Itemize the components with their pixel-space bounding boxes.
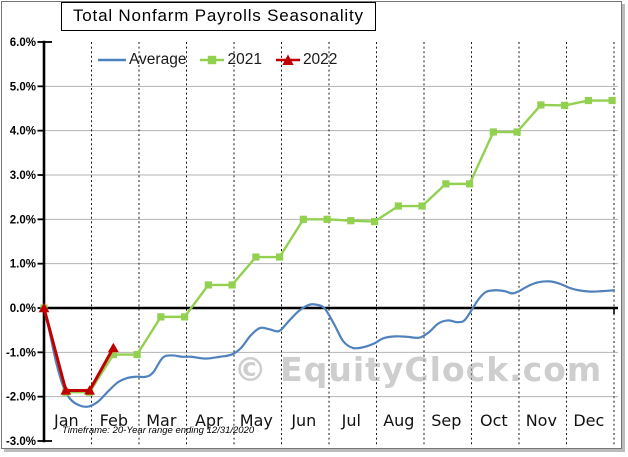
x-tick-label: Jan	[53, 411, 79, 430]
series-average-line	[42, 280, 616, 408]
marker-2022	[107, 342, 119, 353]
x-tick-label: Aug	[383, 411, 414, 430]
marker-2021	[228, 281, 236, 289]
legend-item-average: Average	[97, 51, 186, 69]
marker-2021	[252, 253, 260, 261]
marker-2021	[442, 180, 450, 188]
marker-2021	[371, 217, 379, 226]
x-tick-label: Oct	[480, 411, 508, 430]
x-tick-label: Feb	[100, 411, 128, 430]
y-tick-label: 5.0%	[10, 81, 36, 93]
marker-2021	[347, 217, 355, 225]
y-tick-label: -1.0%	[6, 347, 36, 359]
chart-legend: Average 2021 2022	[97, 51, 337, 69]
marker-2021	[276, 253, 284, 261]
marker-2022	[60, 385, 72, 395]
x-tick-label: Nov	[526, 411, 557, 430]
y-tick-label: -3.0%	[6, 436, 36, 448]
marker-2021	[584, 96, 592, 105]
series-2022-line	[42, 306, 115, 392]
triangle-marker-icon	[275, 54, 300, 65]
legend-sample-square	[208, 55, 217, 65]
y-tick-label: 6.0%	[10, 37, 36, 49]
y-tick-label: 4.0%	[10, 126, 36, 138]
marker-2021	[394, 202, 402, 210]
legend-item-2021: 2021	[199, 51, 262, 69]
marker-2021	[204, 281, 212, 289]
marker-2021	[181, 313, 189, 321]
average-line-icon	[98, 58, 126, 62]
marker-2021	[608, 96, 616, 105]
y-tick-label: 3.0%	[10, 170, 36, 182]
marker-2021	[109, 350, 117, 359]
x-tick-label: May	[240, 411, 273, 430]
marker-2021	[513, 128, 521, 136]
marker-2021	[133, 350, 141, 359]
x-tick-label: Sep	[431, 411, 461, 430]
marker-2021	[537, 101, 545, 109]
x-tick-label: Jun	[290, 411, 316, 430]
marker-2021	[299, 215, 307, 223]
marker-2022	[38, 302, 50, 313]
legend-label-2021: 2021	[227, 51, 262, 68]
legend-item-2022: 2022	[275, 51, 337, 69]
chart-title-box: Total Nonfarm Payrolls Seasonality	[61, 2, 376, 31]
y-tick-label: 1.0%	[10, 259, 36, 271]
y-tick-label: -2.0%	[6, 392, 36, 404]
watermark-text: © EquityClock.com	[234, 350, 603, 389]
marker-2021	[157, 313, 165, 321]
x-tick-label: Jul	[341, 411, 361, 430]
legend-label-2022: 2022	[302, 51, 338, 68]
series-2021-line	[42, 99, 614, 394]
marker-2022	[84, 385, 95, 395]
marker-2021	[418, 202, 426, 210]
marker-2021	[489, 128, 497, 136]
x-tick-label: Apr	[195, 411, 223, 430]
legend-label-average: Average	[129, 51, 187, 68]
x-tick-label: Mar	[146, 411, 177, 430]
marker-2021	[323, 215, 331, 223]
chart-title: Total Nonfarm Payrolls Seasonality	[73, 6, 364, 25]
marker-2021	[466, 180, 474, 188]
square-marker-icon	[200, 55, 225, 65]
marker-2021	[561, 101, 569, 109]
y-tick-label: 0.0%	[10, 303, 36, 315]
x-tick-label: Dec	[573, 411, 604, 430]
y-tick-label: 2.0%	[10, 214, 36, 226]
timeframe-footnote: Timeframe: 20-Year range ending 12/31/20…	[62, 425, 255, 436]
legend-sample-triangle	[282, 54, 294, 65]
